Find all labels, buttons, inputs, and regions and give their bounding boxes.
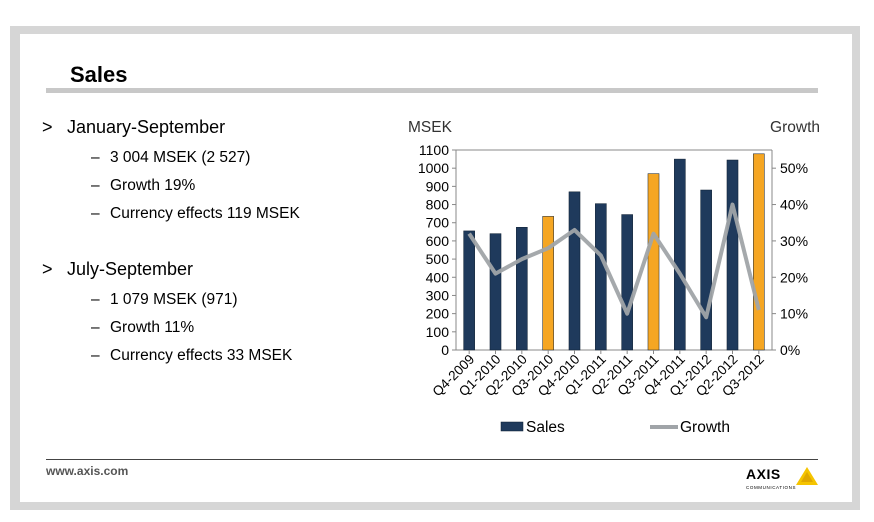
y2-tick-label: 40%: [780, 197, 808, 213]
y-tick-label: 1000: [418, 160, 449, 176]
axis-triangle-icon: [796, 467, 818, 485]
title-divider: [46, 88, 818, 93]
y2-axis-label: Growth: [770, 119, 820, 136]
sales-bar: [595, 203, 607, 351]
bullet-item: – Growth 11%: [42, 314, 372, 342]
bullet-heading-jul-sep: > July-September: [42, 258, 372, 280]
legend-label-sales: Sales: [526, 419, 565, 436]
dash-marker: –: [91, 319, 100, 336]
y-tick-label: 200: [426, 306, 450, 322]
sales-bar: [674, 158, 686, 351]
y2-tick-label: 20%: [780, 269, 808, 285]
axis-logo: AXIS COMMUNICATIONS: [746, 466, 818, 494]
dash-marker: –: [91, 149, 100, 166]
y-tick-label: 1100: [419, 142, 449, 158]
bullet-item: – 3 004 MSEK (2 527): [42, 144, 372, 172]
sales-bar: [516, 227, 528, 351]
y-tick-label: 0: [441, 342, 449, 358]
bullet-list: > January-September – 3 004 MSEK (2 527)…: [42, 116, 372, 370]
y2-tick-label: 10%: [780, 306, 808, 322]
growth-line: [467, 202, 761, 320]
sales-bar: [753, 153, 765, 351]
dash-marker: –: [91, 177, 100, 194]
sales-bar: [489, 233, 502, 351]
y-tick-label: 300: [426, 287, 450, 303]
sales-bar: [568, 191, 581, 351]
dash-marker: –: [91, 205, 100, 222]
sales-growth-chart: MSEK Growth 0 100 200 300 400 500 600 700 800 900 10…: [408, 119, 820, 436]
bullet-heading-text: January-September: [67, 117, 226, 137]
bullet-item: – Currency effects 119 MSEK: [42, 200, 372, 228]
y-tick-label: 500: [426, 251, 450, 267]
bullet-heading-text: July-September: [67, 259, 194, 279]
dash-marker: –: [91, 291, 100, 308]
logo-wordmark: AXIS: [746, 466, 781, 482]
slide-title: Sales: [70, 62, 128, 87]
bullet-item-text: Growth 11%: [110, 319, 195, 336]
y-tick-label: 100: [426, 324, 450, 340]
logo-subtext: COMMUNICATIONS: [746, 485, 797, 490]
y2-tick-label: 0%: [780, 342, 800, 358]
bullet-item-text: 3 004 MSEK (2 527): [110, 149, 251, 166]
sales-bar: [647, 173, 660, 351]
sales-bar: [542, 216, 554, 351]
bullet-marker: >: [42, 259, 53, 279]
sales-bar: [463, 230, 475, 351]
y-tick-label: 700: [426, 215, 450, 231]
slide: Sales > January-September – 3 004 MSEK (…: [20, 34, 852, 502]
footer-url: www.axis.com: [46, 464, 129, 478]
bullet-marker: >: [42, 117, 53, 137]
legend-label-growth: Growth: [680, 419, 730, 436]
bullet-heading-jan-sep: > January-September: [42, 116, 372, 138]
bullet-item: – Growth 19%: [42, 172, 372, 200]
bullet-item-text: Currency effects 33 MSEK: [110, 347, 293, 364]
y-axis-label: MSEK: [408, 119, 453, 136]
y2-tick-label: 30%: [780, 233, 808, 249]
legend-swatch-sales: [500, 421, 524, 432]
bullet-item-text: Growth 19%: [110, 177, 196, 194]
sales-bar: [726, 159, 739, 351]
bullet-item-text: 1 079 MSEK (971): [110, 291, 238, 308]
dash-marker: –: [91, 347, 100, 364]
y-tick-label: 800: [426, 197, 450, 213]
bullet-item-text: Currency effects 119 MSEK: [110, 205, 300, 222]
bullet-item: – Currency effects 33 MSEK: [42, 342, 372, 370]
sales-bar: [621, 214, 633, 351]
bullet-item: – 1 079 MSEK (971): [42, 286, 372, 314]
y-tick-label: 400: [426, 269, 450, 285]
footer-divider: [46, 459, 818, 460]
sales-bar: [700, 189, 712, 351]
y-tick-label: 600: [426, 233, 450, 249]
y2-tick-label: 50%: [780, 160, 808, 176]
y-tick-label: 900: [426, 178, 450, 194]
